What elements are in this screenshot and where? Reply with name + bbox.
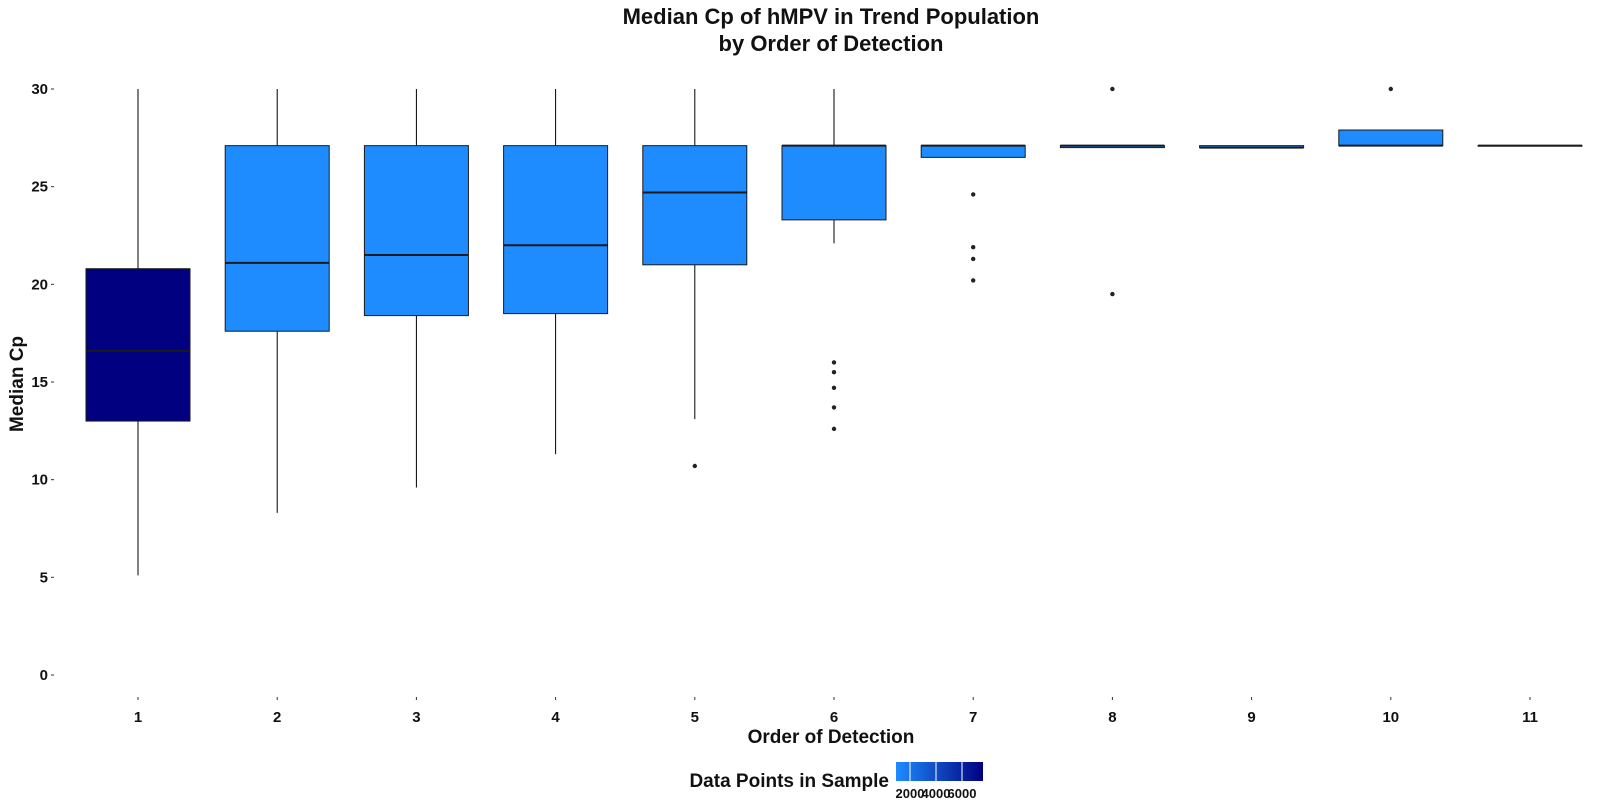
- box-rect: [781, 145, 887, 221]
- box-rect: [920, 145, 1026, 158]
- plot-area: [85, 86, 1583, 576]
- x-tick-label: 3: [412, 709, 420, 726]
- outlier-point: [831, 405, 837, 410]
- outlier-point: [831, 360, 837, 365]
- outlier-point: [1110, 86, 1115, 92]
- outlier-point: [1110, 291, 1115, 297]
- legend-tick-label: 6000: [948, 786, 977, 800]
- box-group: [503, 89, 609, 455]
- y-tick-label: 25: [31, 179, 48, 196]
- legend-colorbar: [896, 762, 983, 781]
- box-group: [1199, 145, 1305, 149]
- legend-tick-label: 2000: [896, 786, 925, 800]
- legend-tick-label: 4000: [922, 786, 951, 800]
- box-group: [781, 89, 887, 432]
- x-tick-label: 5: [691, 709, 699, 726]
- y-tick-label: 30: [31, 81, 48, 98]
- x-tick-label: 7: [969, 709, 977, 726]
- x-tick-label: 4: [551, 709, 560, 726]
- y-tick-label: 15: [31, 374, 48, 391]
- outlier-point: [1388, 86, 1394, 92]
- outlier-point: [971, 245, 976, 250]
- outlier-point: [831, 426, 837, 432]
- chart-title-line-2: by Order of Detection: [719, 31, 944, 56]
- box-group: [642, 89, 748, 469]
- box-group: [920, 144, 1026, 283]
- x-axis: 1 2 3 4 5 6 7 8 9 10 11: [134, 697, 1538, 726]
- y-tick-label: 0: [40, 667, 48, 684]
- legend-title: Data Points in Sample: [689, 771, 889, 792]
- y-tick-label: 5: [40, 569, 48, 586]
- box-rect: [85, 268, 191, 422]
- outlier-point: [831, 370, 837, 375]
- chart-title-line-1: Median Cp of hMPV in Trend Population: [623, 4, 1040, 29]
- x-tick-label: 2: [273, 709, 281, 726]
- y-tick-label: 20: [31, 276, 48, 293]
- y-axis-title: Median Cp: [7, 336, 28, 432]
- x-tick-label: 6: [830, 709, 838, 726]
- y-axis: 0 5 10 15 20 25 30: [31, 81, 54, 684]
- y-tick-label: 10: [31, 472, 48, 489]
- box-group: [363, 89, 469, 488]
- x-tick-label: 11: [1522, 709, 1538, 726]
- x-tick-label: 10: [1382, 709, 1399, 726]
- box-group: [85, 89, 191, 576]
- outlier-point: [692, 463, 697, 469]
- box-group: [224, 89, 330, 513]
- box-group: [1059, 86, 1165, 297]
- box-rect: [642, 145, 748, 266]
- box-rect: [503, 145, 609, 315]
- outlier-point: [831, 385, 837, 391]
- x-axis-title: Order of Detection: [748, 727, 915, 748]
- outlier-point: [971, 278, 976, 283]
- box-rect: [1338, 129, 1444, 147]
- x-tick-label: 1: [134, 709, 142, 726]
- outlier-point: [971, 256, 976, 262]
- box-group: [1477, 144, 1583, 147]
- box-rect: [363, 145, 469, 317]
- x-tick-label: 9: [1247, 709, 1255, 726]
- box-group: [1338, 86, 1444, 147]
- outlier-point: [971, 192, 976, 197]
- x-tick-label: 8: [1108, 709, 1116, 726]
- box-rect: [224, 145, 330, 332]
